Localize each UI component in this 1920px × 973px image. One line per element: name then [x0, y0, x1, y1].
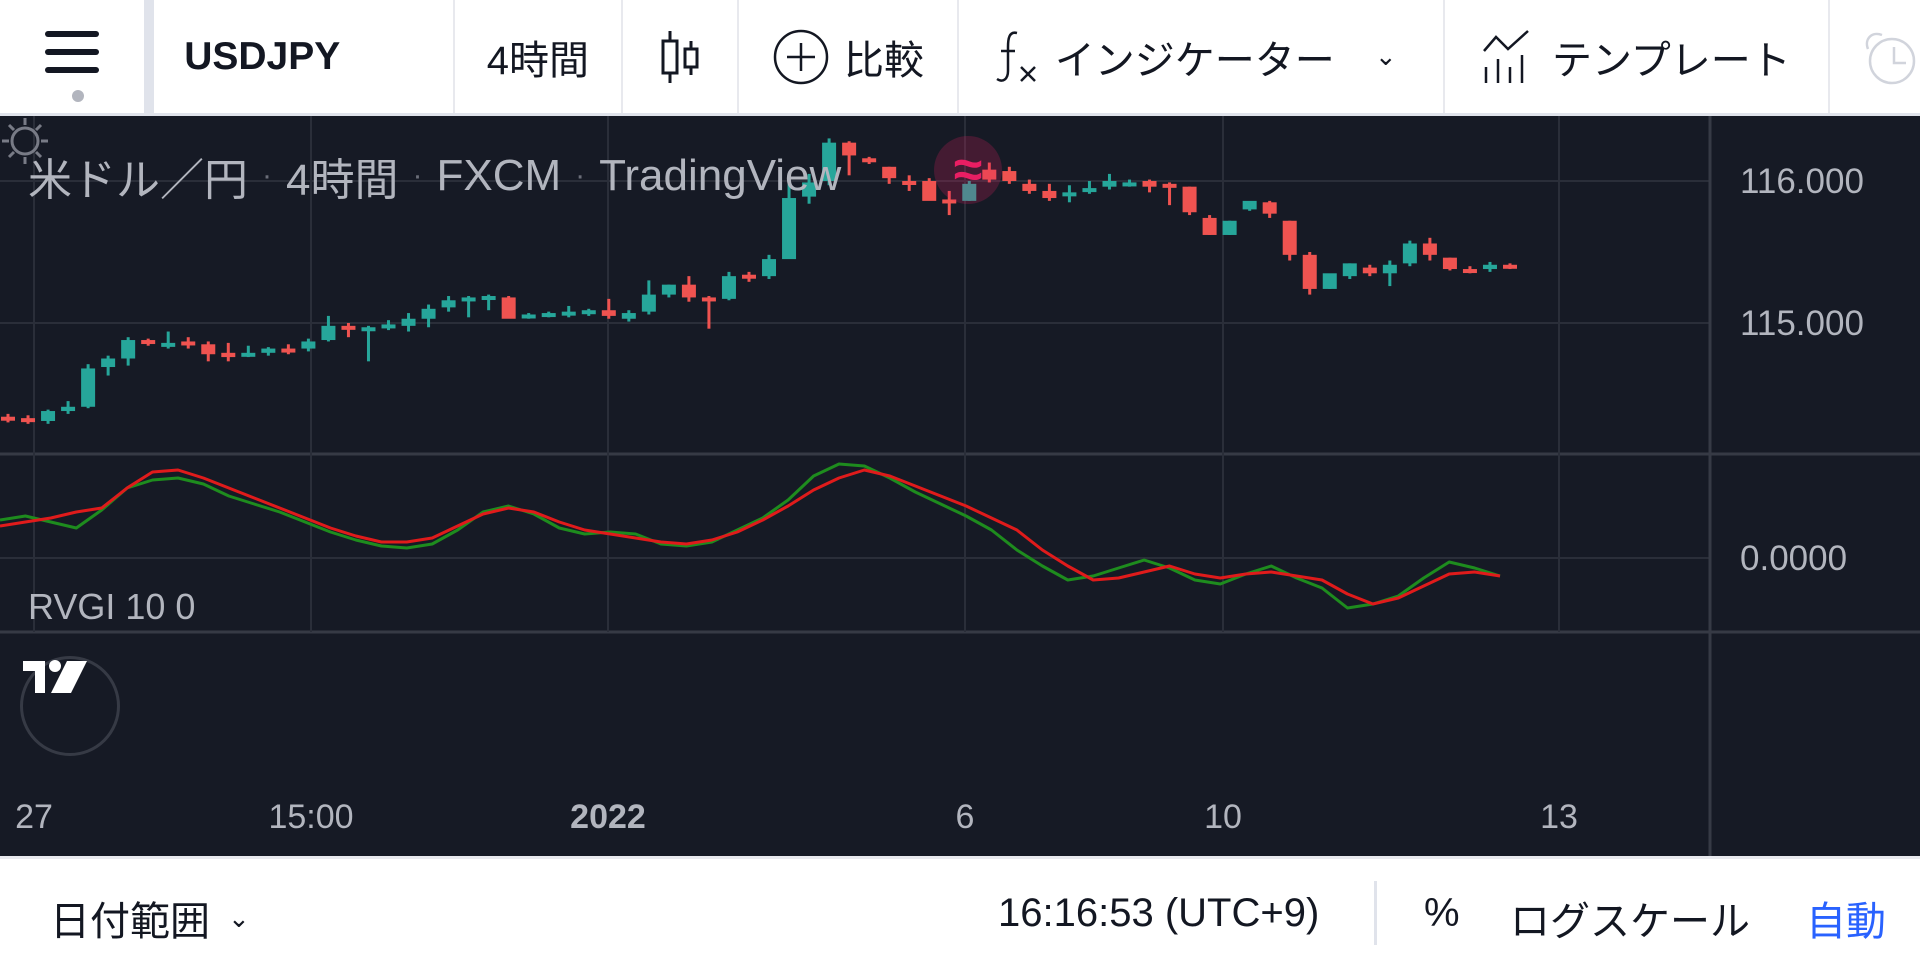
data-delay-badge-icon[interactable]: ≈: [934, 136, 1002, 204]
rvgi-indicator-legend[interactable]: RVGI 10 0: [28, 586, 196, 627]
notification-dot: [72, 90, 84, 102]
date-range-label: 日付範囲: [50, 900, 210, 944]
alarm-clock-icon: [1865, 32, 1916, 84]
auto-scale-toggle[interactable]: 自動: [1806, 900, 1886, 944]
compare-label: 比較: [844, 38, 925, 83]
indicators-button[interactable]: インジケーター ⌄: [959, 0, 1445, 113]
candlestick-icon: [661, 30, 699, 83]
time-axis-label: 15:00: [268, 798, 354, 836]
sun-settings-icon[interactable]: [0, 116, 50, 166]
tradingview-logo-icon: [23, 660, 87, 693]
date-range-button[interactable]: 日付範囲 ⌄: [50, 889, 250, 947]
legend-separator: ·: [412, 159, 423, 192]
price-chart-canvas[interactable]: [0, 116, 1920, 856]
chevron-down-icon[interactable]: ⌄: [1374, 41, 1397, 71]
templates-chart-icon: [1483, 29, 1529, 83]
divider: [1374, 881, 1377, 945]
time-axis-label: 13: [1540, 798, 1578, 836]
legend-symbol-name: 米ドル／円: [28, 156, 248, 205]
legend-exchange: FXCM: [436, 151, 562, 200]
plus-circle-icon: [773, 29, 829, 84]
top-toolbar: USDJPY 4時間 比較 インジケーター ⌄: [0, 0, 1920, 116]
templates-label: テンプレート: [1551, 38, 1791, 83]
time-axis-label: 27: [15, 798, 53, 836]
price-axis-label: 116.000: [1740, 162, 1864, 201]
percent-scale-toggle[interactable]: %: [1424, 891, 1460, 935]
bottom-toolbar: 日付範囲 ⌄ 16:16:53 (UTC+9) % ログスケール 自動: [0, 856, 1920, 973]
symbol-search-button[interactable]: USDJPY: [154, 0, 455, 113]
function-fx-icon: [996, 30, 1036, 82]
chevron-down-icon: ⌄: [228, 902, 250, 933]
indicators-label: インジケーター: [1054, 38, 1335, 83]
time-axis-label: 10: [1204, 798, 1242, 836]
symbol-label: USDJPY: [184, 34, 341, 78]
legend-separator: ·: [575, 159, 586, 192]
tradingview-logo[interactable]: [20, 656, 120, 756]
clock-timezone[interactable]: 16:16:53 (UTC+9): [998, 891, 1320, 935]
hamburger-icon: [45, 30, 100, 73]
chart-legend[interactable]: 米ドル／円 · 4時間 · FXCM · TradingView: [28, 144, 841, 208]
chart-type-button[interactable]: [623, 0, 740, 113]
time-axis-label: 2022: [570, 798, 646, 836]
rvgi-axis-label: 0.0000: [1740, 539, 1848, 578]
time-axis-label: 6: [955, 798, 975, 836]
chart-area[interactable]: 米ドル／円 · 4時間 · FXCM · TradingView ≈ 116.0…: [0, 116, 1920, 856]
interval-label: 4時間: [486, 38, 589, 83]
interval-button[interactable]: 4時間: [455, 0, 623, 113]
legend-separator: ·: [262, 159, 272, 192]
menu-button[interactable]: [0, 0, 155, 113]
templates-button[interactable]: テンプレート: [1445, 0, 1830, 113]
alert-button[interactable]: [1830, 0, 1920, 113]
compare-button[interactable]: 比較: [739, 0, 959, 113]
legend-interval: 4時間: [286, 156, 399, 205]
log-scale-toggle[interactable]: ログスケール: [1510, 900, 1750, 944]
legend-source: TradingView: [599, 151, 842, 200]
price-axis-label: 115.000: [1740, 304, 1864, 343]
